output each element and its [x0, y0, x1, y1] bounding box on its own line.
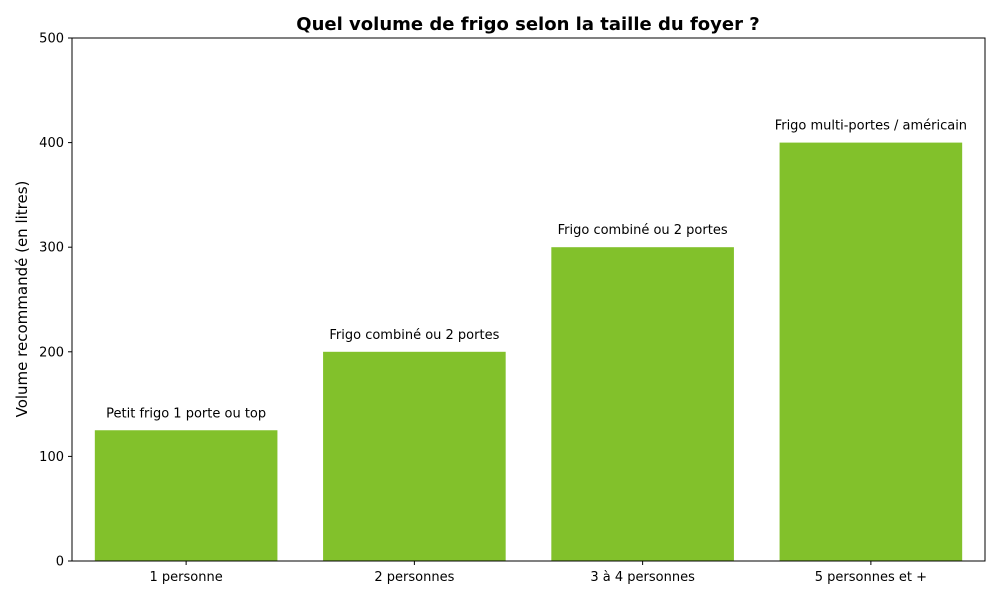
- plot-frame: [71, 37, 986, 562]
- axes-group: 1 personne 2 personnes 3 à 4 personnes 5 pe…: [39, 32, 986, 585]
- bars-group: [94, 142, 963, 561]
- chart-title: Quel volume de frigo selon la taille du …: [296, 14, 759, 35]
- bar-3: [551, 247, 734, 561]
- y-tick-label-4: 300: [39, 241, 64, 256]
- x-tick-label-1: 1 personne: [150, 570, 223, 585]
- bar-label-4: Frigo multi-portes / américain: [775, 119, 967, 134]
- x-tick-label-2: 2 personnes: [374, 570, 454, 585]
- bar-label-3: Frigo combiné ou 2 portes: [558, 223, 728, 238]
- y-tick-label-5: 400: [39, 136, 64, 151]
- data-labels-group: Petit frigo 1 porte ou top Frigo combiné …: [106, 119, 967, 422]
- bar-2: [323, 351, 506, 561]
- bar-4: [779, 142, 963, 561]
- y-axis-label: Volume recommandé (en litres): [13, 181, 31, 418]
- y-tick-label-6: 500: [39, 32, 64, 47]
- x-tick-label-3: 3 à 4 personnes: [590, 570, 695, 585]
- bar-label-2: Frigo combiné ou 2 portes: [329, 328, 499, 343]
- y-tick-label-2: 100: [39, 450, 64, 465]
- y-tick-label-1: 0: [56, 555, 64, 570]
- y-tick-label-3: 200: [39, 345, 64, 360]
- x-tick-label-4: 5 personnes et +: [815, 570, 927, 585]
- bar-1: [94, 430, 278, 561]
- bar-label-1: Petit frigo 1 porte ou top: [106, 406, 266, 421]
